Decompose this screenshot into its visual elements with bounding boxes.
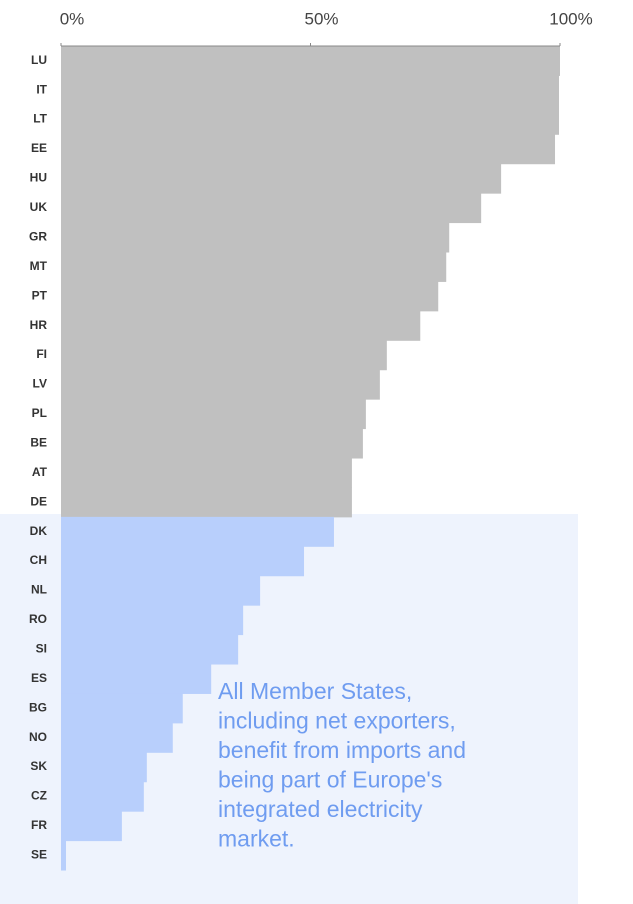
bar [61, 310, 421, 341]
bar [61, 281, 439, 312]
bar [61, 46, 560, 76]
category-label: LV [33, 377, 47, 391]
category-label: LU [31, 53, 47, 67]
annotation: including net exporters, [218, 708, 456, 734]
bar [61, 693, 183, 724]
bar [61, 752, 147, 783]
category-label: BE [30, 435, 47, 449]
annotation: integrated electricity [218, 796, 423, 822]
category-label: NO [29, 730, 47, 744]
bar [61, 605, 244, 636]
category-label: HU [30, 171, 47, 185]
bar [61, 722, 173, 753]
bar [61, 487, 352, 518]
category-label: RO [29, 612, 47, 626]
bar [61, 458, 352, 488]
category-label: GR [29, 229, 47, 243]
bar [61, 134, 556, 165]
annotation: benefit from imports and [218, 737, 466, 763]
category-label: FR [31, 818, 47, 832]
category-label: NL [31, 583, 47, 597]
bar [61, 163, 502, 194]
x-tick-label: 100% [549, 9, 592, 28]
category-label: FI [36, 347, 47, 361]
category-label: UK [30, 200, 48, 214]
bar [61, 75, 560, 106]
category-label: LT [33, 112, 47, 126]
annotation: All Member States, [218, 678, 412, 704]
bar [61, 222, 450, 253]
bar [61, 104, 560, 135]
category-label: EE [31, 141, 47, 155]
bar [61, 546, 305, 577]
bar [61, 840, 66, 871]
bar [61, 340, 387, 371]
category-label: IT [36, 82, 47, 96]
category-label: PT [32, 288, 48, 302]
bar [61, 575, 261, 606]
category-label: ES [31, 671, 47, 685]
category-label: DE [30, 494, 47, 508]
bar [61, 252, 447, 282]
bar [61, 428, 363, 459]
bar [61, 634, 239, 665]
bar [61, 516, 334, 547]
category-label: PL [32, 406, 47, 420]
category-label: BG [29, 700, 47, 714]
bar [61, 193, 482, 224]
category-label: CH [30, 553, 47, 567]
bar [61, 399, 366, 430]
category-label: MT [30, 259, 48, 273]
x-tick-label: 0% [60, 9, 85, 28]
category-label: SE [31, 847, 47, 861]
category-label: SK [30, 759, 47, 773]
category-label: HR [30, 318, 48, 332]
category-label: AT [32, 465, 48, 479]
bar [61, 369, 380, 400]
bar [61, 811, 122, 842]
x-tick-label: 50% [304, 9, 338, 28]
bar [61, 781, 144, 812]
bar [61, 664, 212, 694]
category-label: CZ [31, 789, 47, 803]
annotation: being part of Europe's [218, 767, 442, 793]
annotation: market. [218, 826, 295, 852]
category-label: SI [36, 641, 47, 655]
category-label: DK [30, 524, 48, 538]
